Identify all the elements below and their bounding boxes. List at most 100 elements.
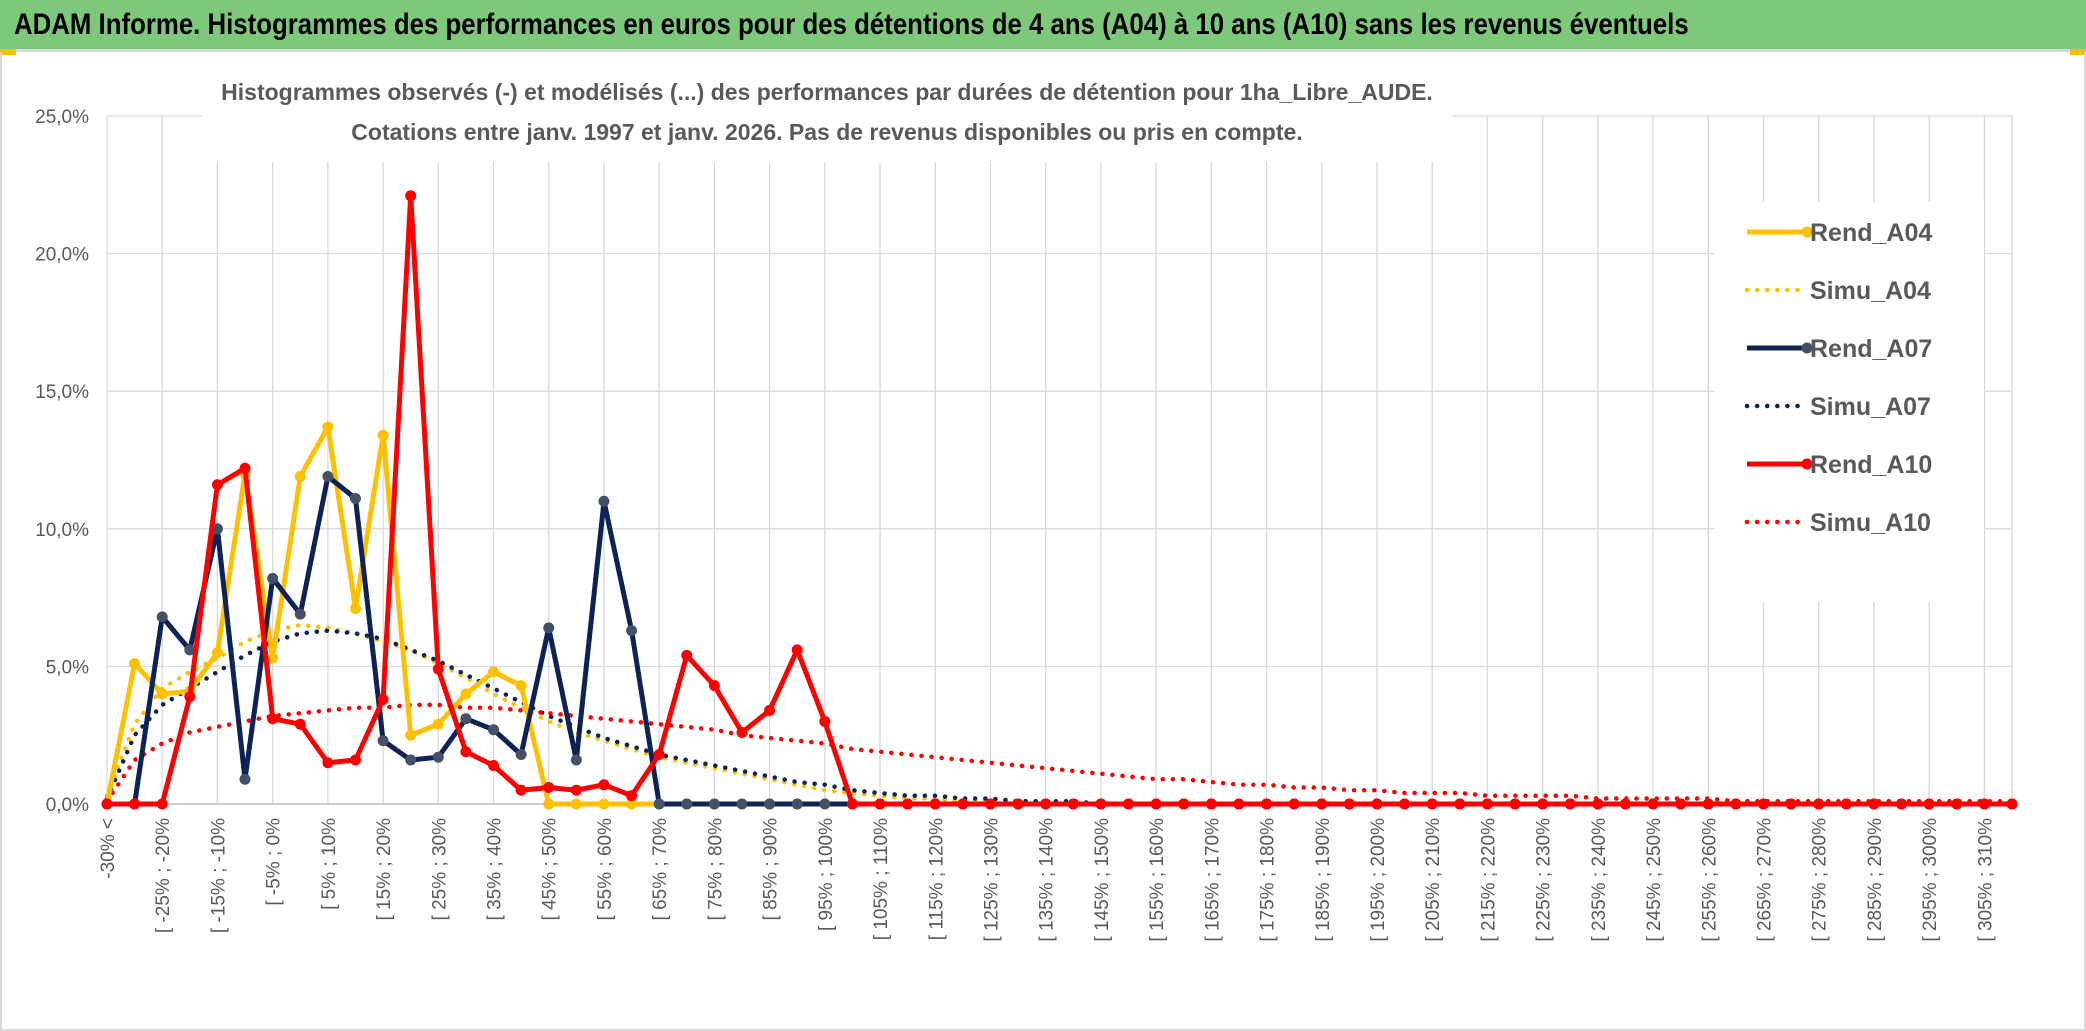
point-rend-a10 (1426, 798, 1438, 810)
x-tick-label: [ 165% ; 170% (1202, 818, 1223, 942)
point-rend-a10 (957, 798, 969, 810)
point-rend-a10 (1978, 798, 1990, 810)
x-tick-label: [ -25% ; -20% (153, 818, 174, 933)
point-rend-a10 (1647, 798, 1659, 810)
point-rend-a04 (460, 688, 472, 700)
point-rend-a10 (1619, 798, 1631, 810)
y-tick-label: 0,0% (46, 795, 89, 816)
point-rend-a10 (791, 644, 803, 656)
point-rend-a07 (681, 798, 693, 810)
point-rend-a10 (570, 784, 582, 796)
point-rend-a10 (874, 798, 886, 810)
point-rend-a10 (984, 798, 996, 810)
point-rend-a10 (1564, 798, 1576, 810)
point-rend-a10 (1123, 798, 1135, 810)
point-rend-a10 (1454, 798, 1466, 810)
x-tick-label: [ 275% ; 280% (1810, 818, 1831, 942)
point-rend-a04 (432, 718, 444, 730)
chart-title-background (202, 52, 1452, 162)
point-rend-a10 (764, 704, 776, 716)
x-tick-label: [ 265% ; 270% (1755, 818, 1776, 942)
point-rend-a07 (736, 798, 748, 810)
point-rend-a10 (101, 798, 113, 810)
point-rend-a04 (626, 798, 638, 810)
point-rend-a10 (1702, 798, 1714, 810)
title-bar: ADAM Informe. Histogrammes des performan… (0, 0, 2086, 52)
point-rend-a10 (653, 748, 665, 760)
legend-marker-rend-a10 (1801, 458, 1813, 470)
point-rend-a10 (1675, 798, 1687, 810)
point-rend-a04 (349, 603, 361, 615)
performance-histogram-chart: 0,0% 5,0% 10,0% 15,0% 20,0% 25,0% -30% < [ -25%… (35, 52, 2018, 942)
point-rend-a10 (377, 693, 389, 705)
y-tick-label: 15,0% (35, 382, 89, 403)
point-rend-a07 (267, 572, 279, 584)
x-tick-label: [ 105% ; 110% (871, 818, 892, 940)
point-rend-a07 (570, 754, 582, 766)
point-rend-a10 (1288, 798, 1300, 810)
x-tick-label: [ 45% ; 50% (540, 818, 561, 921)
point-rend-a10 (515, 784, 527, 796)
point-rend-a04 (405, 729, 417, 741)
x-tick-label: [ 295% ; 300% (1920, 818, 1941, 942)
point-rend-a04 (322, 421, 334, 433)
x-tick-label: [ 15% ; 20% (374, 818, 395, 921)
x-tick-label: [ 215% ; 220% (1478, 818, 1499, 942)
point-rend-a10 (2006, 798, 2018, 810)
point-rend-a04 (543, 798, 555, 810)
point-rend-a07 (819, 798, 831, 810)
y-tick-label: 25,0% (35, 107, 89, 128)
y-tick-label: 10,0% (35, 520, 89, 541)
point-rend-a04 (211, 647, 223, 659)
point-rend-a10 (1537, 798, 1549, 810)
legend-label-rend-a10: Rend_A10 (1810, 451, 1932, 479)
legend-marker-rend-a07 (1801, 342, 1813, 354)
point-rend-a07 (598, 495, 610, 507)
x-tick-label: [ -15% ; -10% (208, 818, 229, 933)
legend-label-rend-a04: Rend_A04 (1810, 219, 1932, 247)
y-tick-label: 20,0% (35, 245, 89, 266)
point-rend-a10 (405, 190, 417, 202)
point-rend-a07 (460, 713, 472, 725)
point-rend-a10 (1261, 798, 1273, 810)
chart-title-line-1: Histogrammes observés (-) et modélisés (… (221, 79, 1433, 105)
point-rend-a10 (1095, 798, 1107, 810)
x-tick-label: [ 55% ; 60% (595, 818, 616, 921)
point-rend-a07 (708, 798, 720, 810)
point-rend-a04 (156, 688, 168, 700)
series-line-simu-a04 (104, 622, 2015, 807)
x-tick-label: [ 155% ; 160% (1147, 818, 1168, 942)
point-rend-a10 (1067, 798, 1079, 810)
series-line-simu-a10 (104, 702, 2015, 804)
point-rend-a10 (1785, 798, 1797, 810)
point-rend-a07 (626, 625, 638, 637)
point-rend-a10 (708, 680, 720, 692)
x-tick-label: [ -5% ; 0% (264, 818, 285, 906)
point-rend-a07 (156, 611, 168, 623)
point-rend-a04 (267, 652, 279, 664)
x-tick-label: [ 175% ; 180% (1258, 818, 1279, 942)
legend-label-rend-a07: Rend_A07 (1810, 335, 1932, 363)
x-tick-label: [ 135% ; 140% (1037, 818, 1058, 942)
series-line-rend-a10 (107, 193, 2012, 807)
point-rend-a10 (543, 781, 555, 793)
x-tick-label: [ 75% ; 80% (705, 818, 726, 921)
point-rend-a04 (488, 666, 500, 678)
series-line-simu-a07 (104, 628, 2015, 807)
point-rend-a04 (598, 798, 610, 810)
x-tick-label: [ 125% ; 130% (981, 818, 1002, 942)
point-rend-a07 (488, 724, 500, 736)
point-rend-a10 (681, 649, 693, 661)
point-rend-a07 (543, 622, 555, 634)
point-rend-a10 (1150, 798, 1162, 810)
point-rend-a10 (129, 798, 141, 810)
x-tick-label: [ 145% ; 150% (1092, 818, 1113, 942)
point-rend-a10 (156, 798, 168, 810)
x-tick-label: [ 35% ; 40% (485, 818, 506, 921)
y-tick-label: 5,0% (46, 657, 89, 678)
point-rend-a10 (1730, 798, 1742, 810)
point-rend-a07 (653, 798, 665, 810)
x-tick-label: [ 205% ; 210% (1423, 818, 1444, 942)
point-rend-a10 (1868, 798, 1880, 810)
x-tick-label: [ 85% ; 90% (761, 818, 782, 921)
